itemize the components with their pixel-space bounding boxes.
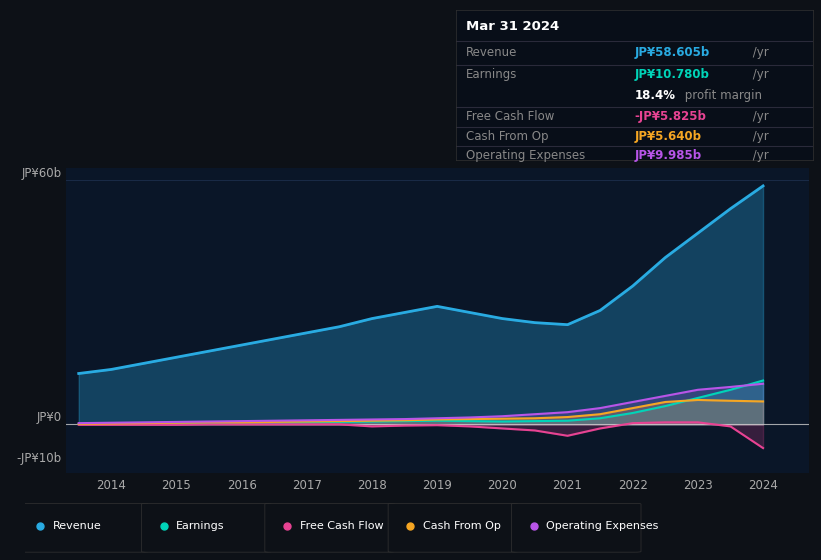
Text: Operating Expenses: Operating Expenses: [466, 149, 585, 162]
Text: Cash From Op: Cash From Op: [423, 521, 501, 531]
Text: Cash From Op: Cash From Op: [466, 129, 549, 143]
FancyBboxPatch shape: [265, 503, 394, 552]
Text: JP¥58.605b: JP¥58.605b: [635, 45, 709, 59]
FancyBboxPatch shape: [141, 503, 271, 552]
FancyBboxPatch shape: [511, 503, 641, 552]
Text: JP¥5.640b: JP¥5.640b: [635, 129, 701, 143]
Text: 18.4%: 18.4%: [635, 89, 675, 102]
Text: Mar 31 2024: Mar 31 2024: [466, 20, 560, 33]
Text: -JP¥5.825b: -JP¥5.825b: [635, 110, 706, 123]
Text: JP¥10.780b: JP¥10.780b: [635, 68, 709, 81]
FancyBboxPatch shape: [18, 503, 148, 552]
Text: JP¥9.985b: JP¥9.985b: [635, 149, 701, 162]
Text: /yr: /yr: [749, 110, 768, 123]
Text: /yr: /yr: [749, 149, 768, 162]
Text: profit margin: profit margin: [681, 89, 762, 102]
Text: Revenue: Revenue: [53, 521, 102, 531]
Text: Earnings: Earnings: [177, 521, 225, 531]
Text: /yr: /yr: [749, 129, 768, 143]
Text: JP¥0: JP¥0: [37, 412, 62, 424]
Text: Earnings: Earnings: [466, 68, 518, 81]
Text: /yr: /yr: [749, 68, 768, 81]
Text: Free Cash Flow: Free Cash Flow: [300, 521, 383, 531]
Text: /yr: /yr: [749, 45, 768, 59]
Text: JP¥60b: JP¥60b: [22, 167, 62, 180]
FancyBboxPatch shape: [388, 503, 518, 552]
Text: Revenue: Revenue: [466, 45, 518, 59]
Text: -JP¥10b: -JP¥10b: [17, 452, 62, 465]
Text: Operating Expenses: Operating Expenses: [546, 521, 658, 531]
Text: Free Cash Flow: Free Cash Flow: [466, 110, 555, 123]
